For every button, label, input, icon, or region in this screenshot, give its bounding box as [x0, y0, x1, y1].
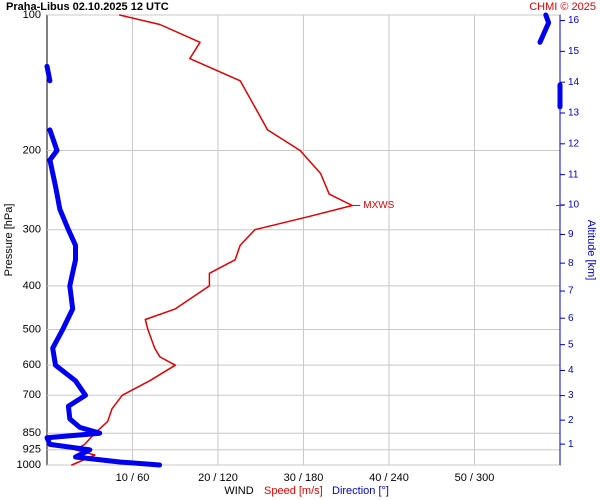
- y2-tick-label: 14: [568, 77, 580, 88]
- y-tick-label: 600: [23, 359, 41, 371]
- y2-tick-label: 15: [568, 46, 580, 57]
- y2-tick-label: 5: [568, 339, 574, 350]
- y-tick-label: 100: [23, 9, 41, 21]
- y-axis-label: Pressure [hPa]: [3, 204, 15, 277]
- y2-tick-label: 9: [568, 229, 574, 240]
- x-tick-label: 20 / 120: [198, 472, 238, 484]
- y-tick-label: 200: [23, 144, 41, 156]
- chart-title: Praha-Libus 02.10.2025 12 UTC: [6, 1, 169, 13]
- y2-tick-label: 3: [568, 390, 574, 401]
- annotation: MXWS: [363, 200, 394, 211]
- y2-tick-label: 7: [568, 286, 574, 297]
- y2-tick-label: 4: [568, 365, 574, 376]
- y-tick-label: 1000: [17, 459, 41, 471]
- series-line: [537, 12, 552, 45]
- y-tick-label: 400: [23, 280, 41, 292]
- series-line: [71, 14, 353, 466]
- y-tick-label: 925: [23, 444, 41, 456]
- y-tick-label: 500: [23, 323, 41, 335]
- series-line: [44, 63, 53, 84]
- y2-tick-label: 10: [568, 200, 580, 211]
- legend-direction: Direction [°]: [332, 485, 389, 497]
- y2-tick-label: 13: [568, 108, 580, 119]
- y2-axis-label: Altitude [km]: [585, 220, 597, 281]
- y2-tick-label: 1: [568, 439, 574, 450]
- legend-speed: Speed [m/s]: [264, 485, 323, 497]
- x-tick-label: 30 / 180: [284, 472, 324, 484]
- y-tick-label: 700: [23, 389, 41, 401]
- x-tick-label: 10 / 60: [116, 472, 150, 484]
- series-line: [44, 127, 163, 468]
- x-tick-label: 50 / 300: [455, 472, 495, 484]
- y-tick-label: 850: [23, 427, 41, 439]
- x-tick-label: 40 / 240: [369, 472, 409, 484]
- y2-tick-label: 8: [568, 258, 574, 269]
- credit: CHMI © 2025: [529, 1, 596, 13]
- y2-tick-label: 6: [568, 313, 574, 324]
- y2-tick-label: 11: [568, 169, 579, 180]
- y2-tick-label: 16: [568, 15, 580, 26]
- x-axis-label: WIND: [224, 485, 253, 497]
- y-tick-label: 300: [23, 224, 41, 236]
- y2-tick-label: 2: [568, 415, 574, 426]
- y2-tick-label: 12: [568, 138, 580, 149]
